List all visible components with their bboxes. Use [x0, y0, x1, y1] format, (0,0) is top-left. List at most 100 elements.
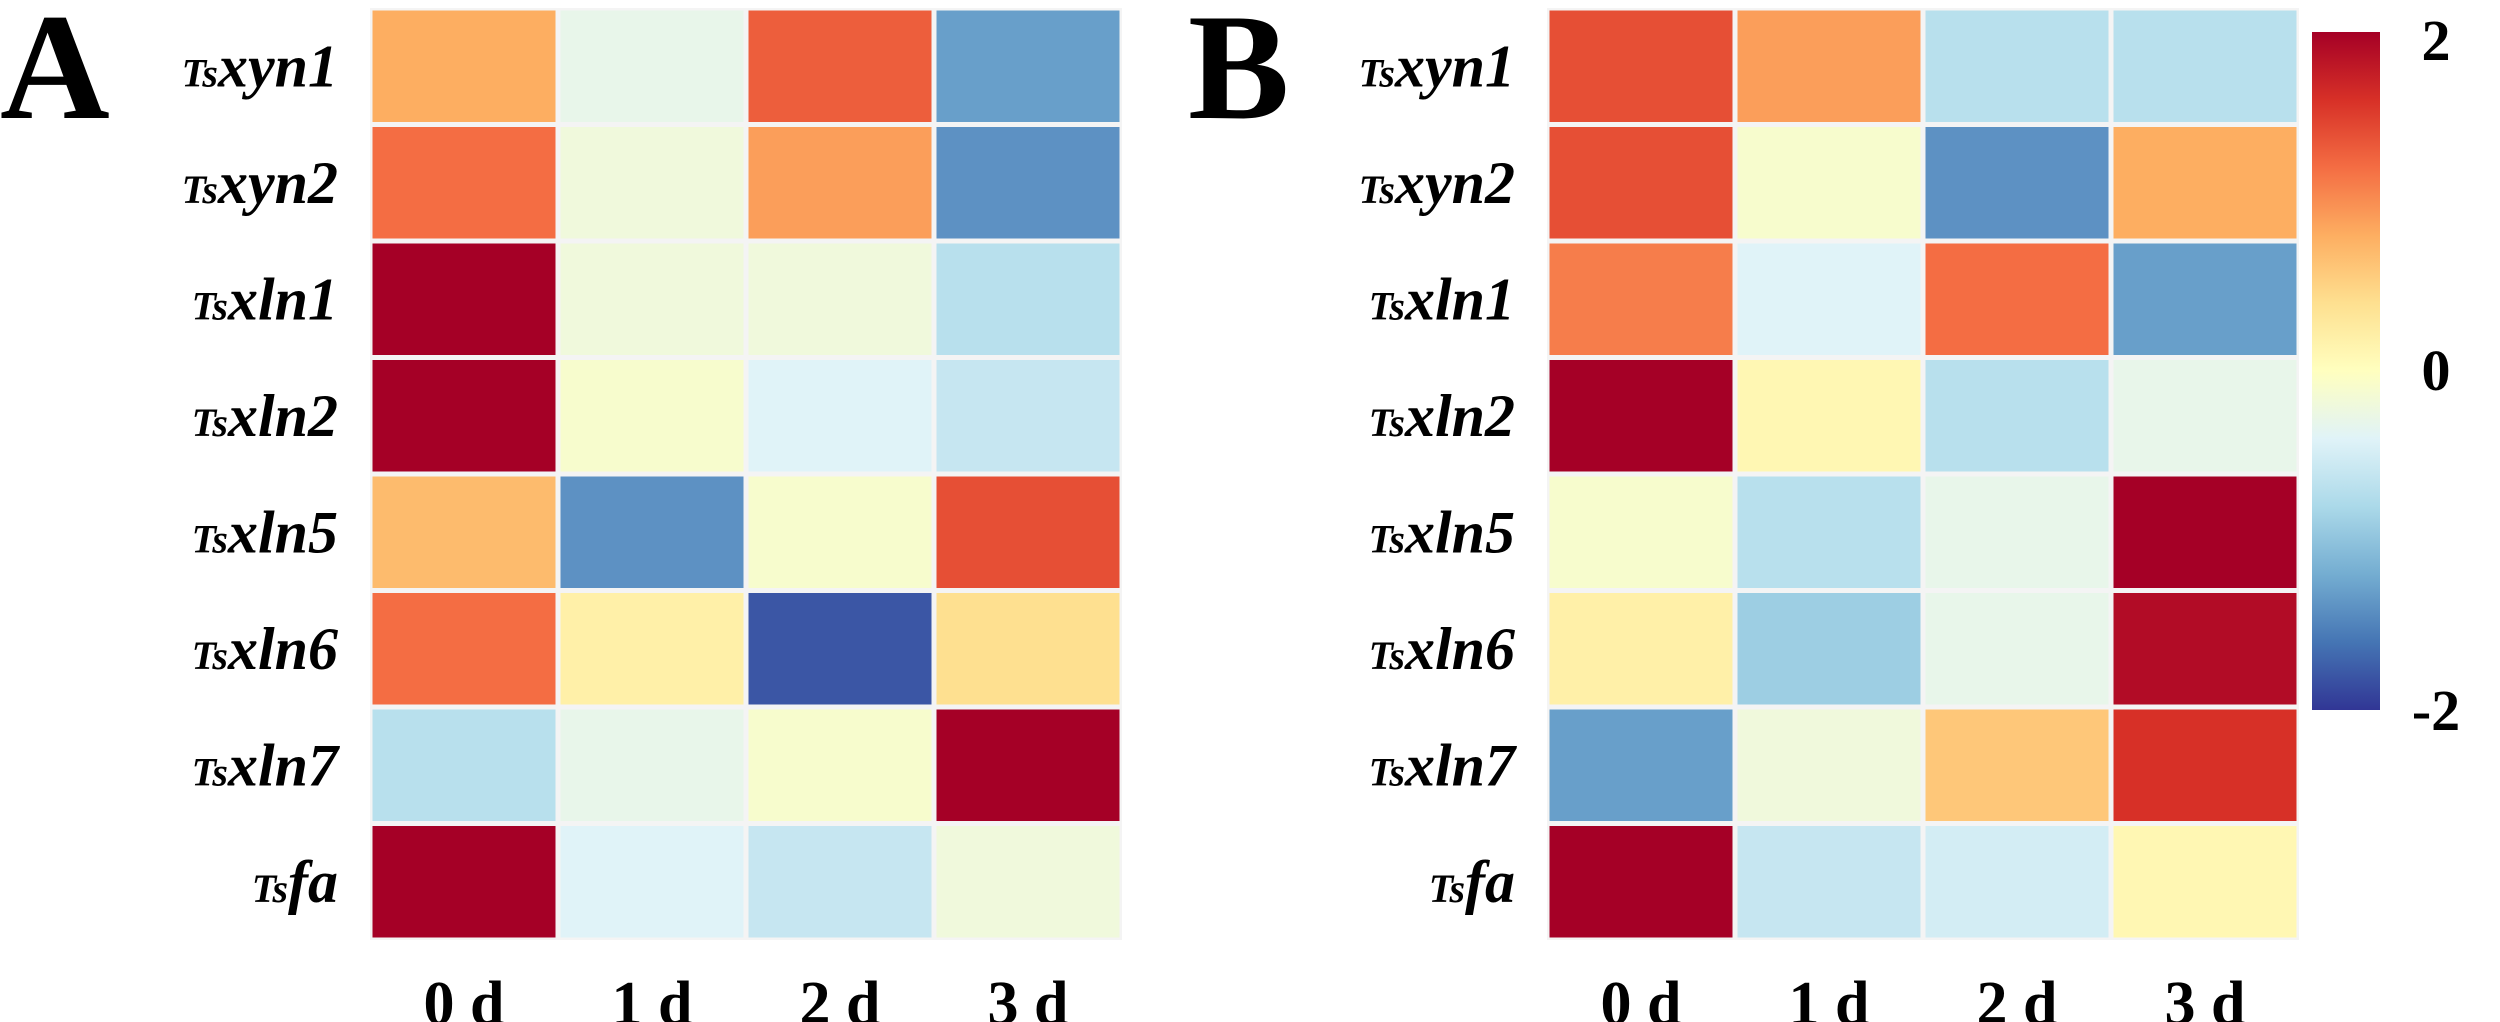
gene-name: xln6 [1404, 616, 1515, 682]
gene-prefix: Ts [1359, 167, 1395, 212]
gene-prefix: Ts [192, 283, 228, 328]
gene-name: xln2 [1404, 383, 1515, 449]
panel-b-row-label-4: Tsxln5 [1369, 499, 1515, 565]
gene-name: xln7 [1404, 732, 1517, 798]
panel-b-cell-r7-c1 [1737, 826, 1921, 938]
panel-b-cell-r2-c1 [1737, 243, 1921, 355]
panel-b-cell-r0-c0 [1549, 10, 1733, 122]
panel-a-cell-r5-c0 [372, 593, 556, 705]
panel-a-cell-r5-c3 [936, 593, 1120, 705]
panel-a-row-label-6: Tsxln7 [192, 732, 340, 798]
panel-b-cell-r1-c2 [1925, 127, 2109, 239]
gene-name: xln5 [1404, 499, 1515, 565]
panel-a-col-label-2: 2 d [800, 970, 881, 1022]
panel-a-cell-r7-c1 [560, 826, 744, 938]
panel-b-row-label-5: Tsxln6 [1369, 616, 1515, 682]
panel-a-cell-r0-c1 [560, 10, 744, 122]
panel-a-cell-r3-c3 [936, 360, 1120, 472]
panel-b-cell-r5-c2 [1925, 593, 2109, 705]
panel-a-cell-r0-c0 [372, 10, 556, 122]
panel-b-cell-r3-c0 [1549, 360, 1733, 472]
gene-name: fa [1465, 849, 1515, 915]
gene-name: xln1 [1404, 266, 1515, 332]
panel-a-row-label-2: Tsxln1 [192, 266, 338, 332]
panel-b-cell-r1-c0 [1549, 127, 1733, 239]
panel-a-cell-r4-c2 [748, 476, 932, 588]
gene-prefix: Ts [1359, 50, 1395, 95]
panel-a-cell-r1-c2 [748, 127, 932, 239]
panel-b-cell-r6-c1 [1737, 709, 1921, 821]
panel-b-cell-r4-c1 [1737, 476, 1921, 588]
panel-b-row-label-2: Tsxln1 [1369, 266, 1515, 332]
gene-prefix: Ts [192, 400, 228, 445]
gene-name: xln7 [227, 732, 340, 798]
gene-prefix: Ts [192, 633, 228, 678]
panel-b-cell-r3-c3 [2113, 360, 2297, 472]
panel-b-row-label-7: Tsfa [1429, 849, 1515, 915]
panel-a-cell-r4-c0 [372, 476, 556, 588]
gene-name: fa [288, 849, 338, 915]
colorbar-tick-min: -2 [2412, 678, 2460, 743]
panel-b-heatmap: B Tsxyn1Tsxyn2Tsxln1Tsxln2Tsxln5Tsxln6Tsx… [1188, 0, 2299, 1022]
panel-a-col-label-0: 0 d [424, 970, 505, 1022]
panel-a-row-label-3: Tsxln2 [192, 383, 338, 449]
gene-name: xyn2 [1394, 150, 1515, 216]
gene-prefix: Ts [1429, 866, 1465, 911]
panel-a-cell-r1-c1 [560, 127, 744, 239]
panel-b-cell-r6-c3 [2113, 709, 2297, 821]
gene-name: xyn1 [1394, 33, 1515, 99]
panel-b-cell-r4-c0 [1549, 476, 1733, 588]
panel-b-row-label-1: Tsxyn2 [1359, 150, 1515, 216]
colorbar-gradient [2312, 32, 2380, 710]
panel-a-row-label-5: Tsxln6 [192, 616, 338, 682]
colorbar-tick-max: 2 [2422, 8, 2451, 73]
panel-b-cell-r4-c2 [1925, 476, 2109, 588]
panel-a-cell-r6-c1 [560, 709, 744, 821]
panel-a-cell-r2-c3 [936, 243, 1120, 355]
panel-b-cell-r4-c3 [2113, 476, 2297, 588]
panel-b-cell-r2-c3 [2113, 243, 2297, 355]
panel-a-cell-r6-c2 [748, 709, 932, 821]
panel-a-cell-r1-c0 [372, 127, 556, 239]
panel-b-cell-r6-c0 [1549, 709, 1733, 821]
gene-name: xln5 [227, 499, 338, 565]
colorbar: 2 0 -2 [2312, 8, 2460, 743]
gene-name: xln2 [227, 383, 338, 449]
panel-b-letter: B [1188, 0, 1289, 151]
panel-a-cell-r7-c3 [936, 826, 1120, 938]
gene-name: xyn2 [217, 150, 338, 216]
panel-b-cell-r2-c2 [1925, 243, 2109, 355]
panel-b-cell-r1-c1 [1737, 127, 1921, 239]
panel-a-cell-r0-c3 [936, 10, 1120, 122]
panel-a-heatmap: A Tsxyn1Tsxyn2Tsxln1Tsxln2Tsxln5Tsxln6Tsx… [0, 0, 1122, 1022]
panel-b-cell-r0-c3 [2113, 10, 2297, 122]
panel-a-cell-r6-c3 [936, 709, 1120, 821]
panel-b-cell-r0-c2 [1925, 10, 2109, 122]
gene-prefix: Ts [1369, 283, 1405, 328]
panel-b-cell-r2-c0 [1549, 243, 1733, 355]
panel-b-row-label-3: Tsxln2 [1369, 383, 1515, 449]
panel-b-row-label-6: Tsxln7 [1369, 732, 1517, 798]
panel-a-cell-r5-c1 [560, 593, 744, 705]
gene-prefix: Ts [182, 167, 218, 212]
panel-b-row-label-0: Tsxyn1 [1359, 33, 1515, 99]
panel-b-cell-r1-c3 [2113, 127, 2297, 239]
panel-b-cell-r0-c1 [1737, 10, 1921, 122]
gene-prefix: Ts [1369, 633, 1405, 678]
panel-a-cell-r1-c3 [936, 127, 1120, 239]
panel-a-cell-r2-c0 [372, 243, 556, 355]
panel-b-cell-r5-c1 [1737, 593, 1921, 705]
panel-b-col-label-1: 1 d [1789, 970, 1870, 1022]
panel-b-col-label-2: 2 d [1977, 970, 2058, 1022]
panel-a-cell-r6-c0 [372, 709, 556, 821]
gene-prefix: Ts [182, 50, 218, 95]
panel-a-cell-r4-c1 [560, 476, 744, 588]
panel-a-col-label-3: 3 d [988, 970, 1069, 1022]
panel-a-cell-r0-c2 [748, 10, 932, 122]
panel-a-row-label-0: Tsxyn1 [182, 33, 338, 99]
gene-prefix: Ts [252, 866, 288, 911]
panel-a-row-label-4: Tsxln5 [192, 499, 338, 565]
panel-a-cell-r7-c2 [748, 826, 932, 938]
panel-b-col-label-0: 0 d [1601, 970, 1682, 1022]
